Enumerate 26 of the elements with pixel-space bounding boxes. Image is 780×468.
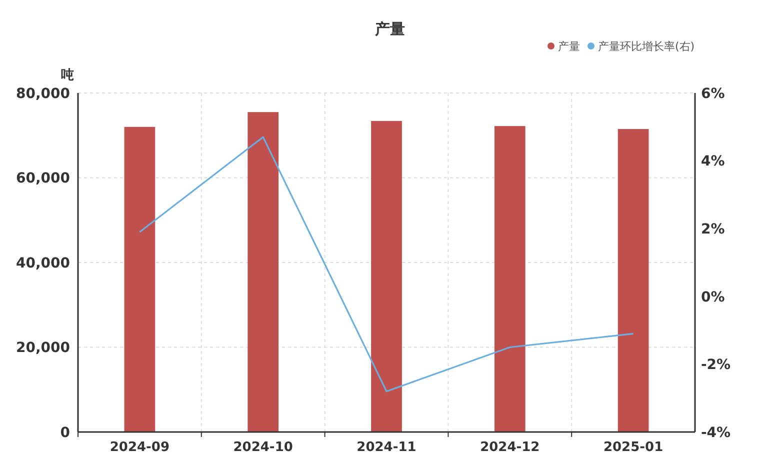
y-tick-label: 40,000 [16, 255, 70, 272]
line-series [138, 136, 634, 392]
legend-label: 产量 [558, 40, 580, 53]
bar [618, 129, 649, 432]
x-tick-label: 2024-11 [356, 440, 416, 455]
y-tick-label: 80,000 [16, 86, 70, 102]
bar [248, 112, 279, 432]
bar [371, 120, 402, 432]
y-tick-label: 20,000 [16, 340, 70, 356]
x-tick-label: 2024-09 [110, 440, 170, 455]
y-tick-label: 60,000 [16, 170, 70, 187]
x-tick-label: 2024-10 [233, 440, 293, 455]
y2-tick-label: 0% [701, 289, 725, 306]
legend-label: 产量环比增长率(右) [598, 40, 695, 53]
bar [124, 126, 156, 432]
bar [494, 126, 526, 432]
y2-tick-label: 6% [701, 86, 725, 102]
y2-tick-label: 4% [701, 154, 725, 170]
x-tick-label: 2024-12 [480, 440, 540, 455]
x-tick-label: 2025-01 [603, 440, 664, 455]
y-tick-label: 0 [60, 424, 70, 441]
y2-tick-label: -2% [701, 357, 731, 374]
y2-tick-label: -4% [701, 424, 731, 441]
chart-title: 产量 [374, 20, 405, 38]
y-axis-title: 吨 [61, 68, 74, 83]
y2-tick-label: 2% [701, 222, 725, 238]
